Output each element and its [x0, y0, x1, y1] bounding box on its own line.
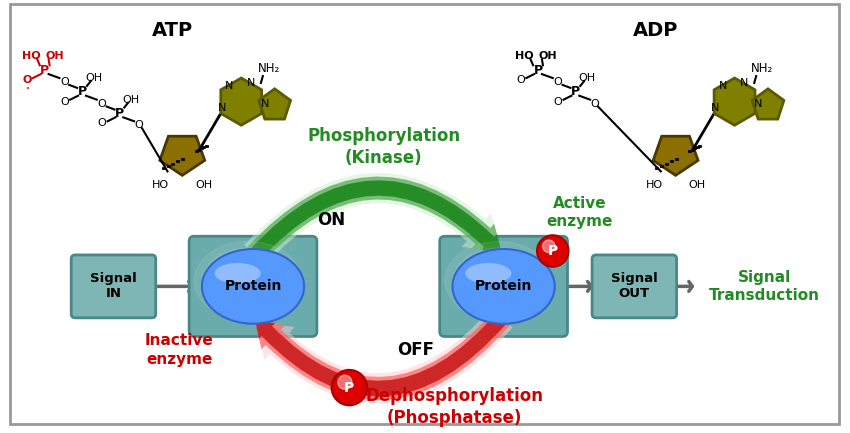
Polygon shape	[160, 136, 205, 175]
Text: P: P	[534, 64, 542, 77]
Text: Active
enzyme: Active enzyme	[546, 196, 613, 229]
Text: HO: HO	[152, 180, 169, 190]
Polygon shape	[714, 78, 755, 125]
Text: O: O	[60, 77, 69, 87]
Circle shape	[542, 240, 555, 252]
Text: Protein: Protein	[224, 279, 281, 294]
FancyBboxPatch shape	[71, 255, 156, 318]
Text: P: P	[547, 244, 558, 258]
Ellipse shape	[478, 267, 525, 301]
Ellipse shape	[462, 254, 539, 310]
Text: N: N	[711, 103, 719, 113]
Ellipse shape	[227, 267, 275, 301]
Text: Protein: Protein	[475, 279, 532, 294]
Text: NH₂: NH₂	[258, 62, 280, 75]
Text: Signal
Transduction: Signal Transduction	[709, 270, 819, 303]
Ellipse shape	[202, 249, 304, 324]
Ellipse shape	[486, 273, 518, 297]
Text: P: P	[115, 107, 124, 120]
Text: O: O	[97, 99, 106, 109]
Text: N: N	[754, 99, 762, 109]
Polygon shape	[653, 136, 698, 175]
Text: Dephosphorylation
(Phosphatase): Dephosphorylation (Phosphatase)	[366, 387, 543, 427]
Text: ON: ON	[318, 210, 346, 229]
Ellipse shape	[445, 242, 552, 320]
FancyArrowPatch shape	[247, 177, 502, 262]
FancyBboxPatch shape	[10, 4, 839, 424]
Text: HO: HO	[21, 52, 40, 61]
Text: O: O	[22, 75, 31, 85]
Text: N: N	[225, 81, 234, 91]
Text: N: N	[261, 99, 269, 109]
Ellipse shape	[195, 242, 302, 320]
FancyBboxPatch shape	[592, 255, 677, 318]
Text: Phosphorylation
(Kinase): Phosphorylation (Kinase)	[307, 127, 461, 167]
Text: Inactive
enzyme: Inactive enzyme	[145, 333, 213, 367]
FancyArrowPatch shape	[255, 313, 507, 396]
Ellipse shape	[453, 248, 546, 315]
Text: OH: OH	[688, 180, 705, 190]
Text: O: O	[553, 77, 562, 87]
Polygon shape	[752, 89, 784, 119]
Text: HO: HO	[515, 52, 534, 61]
Ellipse shape	[235, 273, 268, 297]
Text: OH: OH	[85, 73, 102, 83]
Ellipse shape	[465, 263, 512, 284]
Text: P: P	[571, 85, 580, 98]
Circle shape	[332, 370, 367, 405]
Text: HO: HO	[645, 180, 662, 190]
Polygon shape	[221, 78, 262, 125]
Text: O: O	[672, 126, 680, 136]
FancyArrowPatch shape	[255, 311, 510, 400]
Ellipse shape	[452, 249, 555, 324]
Text: ": "	[26, 87, 29, 96]
Text: P: P	[344, 381, 354, 394]
Text: O: O	[591, 99, 599, 109]
FancyBboxPatch shape	[190, 236, 317, 336]
Text: N: N	[246, 78, 255, 88]
Text: OFF: OFF	[397, 341, 434, 359]
Text: P: P	[77, 85, 87, 98]
FancyArrowPatch shape	[250, 180, 502, 260]
FancyArrowPatch shape	[255, 308, 513, 404]
Text: O: O	[97, 118, 106, 128]
Ellipse shape	[219, 260, 281, 306]
Text: ATP: ATP	[152, 21, 193, 40]
Text: O: O	[134, 120, 144, 130]
Text: O: O	[516, 75, 524, 85]
Ellipse shape	[469, 260, 532, 306]
Text: N: N	[718, 81, 727, 91]
Text: OH: OH	[539, 52, 557, 61]
Text: N: N	[218, 103, 226, 113]
Text: OH: OH	[196, 180, 212, 190]
Circle shape	[337, 375, 352, 389]
Text: Signal
IN: Signal IN	[90, 272, 137, 301]
Ellipse shape	[215, 263, 261, 284]
Text: O: O	[60, 97, 69, 107]
Text: NH₂: NH₂	[751, 62, 774, 75]
Text: Signal
OUT: Signal OUT	[611, 272, 658, 301]
Text: N: N	[740, 78, 749, 88]
Ellipse shape	[211, 254, 288, 310]
Polygon shape	[258, 89, 291, 119]
Circle shape	[537, 235, 569, 267]
Text: O: O	[178, 126, 186, 136]
Text: OH: OH	[122, 95, 139, 105]
Text: ADP: ADP	[633, 21, 678, 40]
FancyBboxPatch shape	[439, 236, 568, 336]
FancyArrowPatch shape	[244, 173, 502, 265]
Text: P: P	[40, 64, 49, 77]
Text: OH: OH	[579, 73, 596, 83]
Text: OH: OH	[45, 52, 64, 61]
Ellipse shape	[202, 248, 295, 315]
Text: O: O	[553, 97, 562, 107]
